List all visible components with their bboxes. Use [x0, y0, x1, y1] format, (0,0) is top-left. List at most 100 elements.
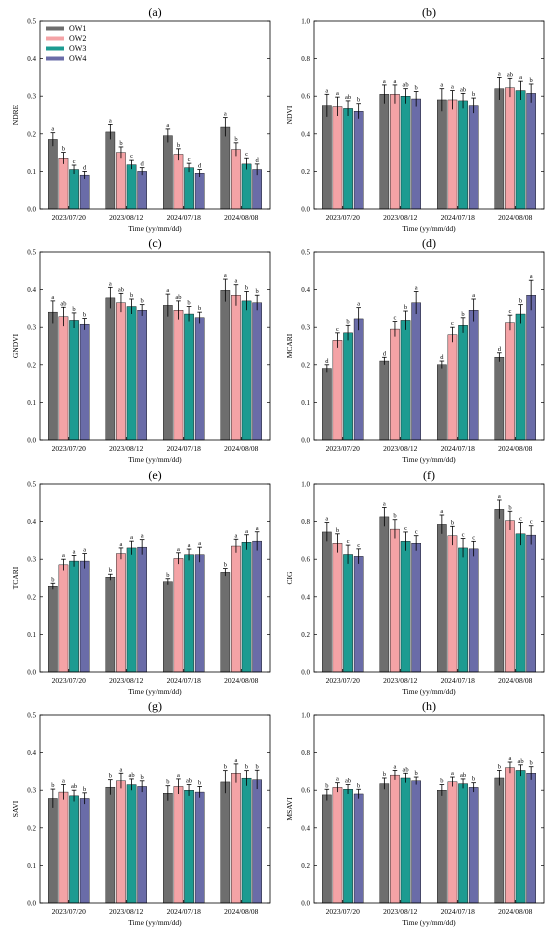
significance-label: b [234, 136, 237, 143]
significance-label: b [166, 572, 169, 579]
y-tick-label: 0.2 [301, 631, 310, 639]
bar-ow4 [526, 534, 536, 673]
significance-label: d [198, 163, 202, 170]
significance-label: b [336, 527, 339, 534]
significance-label: a [256, 525, 259, 532]
significance-label: b [83, 312, 86, 319]
bar-ow4 [411, 780, 421, 904]
significance-label: a [188, 542, 191, 549]
significance-label: a [451, 770, 454, 777]
bar-ow2 [231, 773, 241, 904]
y-tick-label: 1.0 [301, 712, 310, 720]
y-tick-label: 0.2 [27, 824, 36, 832]
bar-ow4 [353, 793, 364, 904]
significance-label: b [472, 91, 475, 98]
significance-label: d [383, 350, 387, 357]
significance-label: a [235, 757, 238, 764]
y-tick-label: 0.4 [27, 518, 36, 526]
bar-ow1 [322, 105, 332, 210]
significance-label: b [109, 567, 112, 574]
significance-label: b [198, 305, 201, 312]
bar-ow2 [116, 152, 126, 210]
bar-ow2 [116, 302, 126, 441]
significance-label: b [519, 298, 522, 305]
bar-ow3 [126, 547, 137, 673]
x-tick-label: 2024/07/18 [441, 444, 475, 453]
bar-ow1 [220, 290, 231, 441]
y-tick-label: 0.6 [301, 556, 310, 564]
x-tick-label: 2023/08/12 [109, 676, 143, 685]
significance-label: a [120, 541, 123, 548]
plot-frame [313, 251, 545, 441]
significance-label: ab [460, 772, 466, 779]
significance-label: a [415, 284, 418, 291]
bar-ow1 [105, 297, 116, 441]
significance-label: b [224, 562, 227, 569]
significance-label: c [394, 315, 397, 322]
bar-ow3 [343, 554, 353, 673]
significance-label: a [130, 534, 133, 541]
bar-ow3 [184, 790, 194, 904]
bar-ow4 [468, 548, 479, 673]
bar-ow2 [505, 87, 515, 210]
bar-ow2 [231, 545, 241, 673]
bar-ow2 [447, 781, 458, 904]
plot-frame [39, 251, 271, 441]
y-tick-label: 0.0 [27, 437, 36, 445]
bar-ow1 [220, 126, 231, 210]
y-tick-label: 0.0 [301, 669, 310, 677]
significance-label: b [187, 300, 190, 307]
bar-ow4 [252, 302, 262, 441]
significance-label: ab [402, 82, 408, 89]
bar-ow1 [437, 790, 447, 904]
y-axis-label: CIG [285, 571, 294, 585]
significance-label: a [141, 533, 144, 540]
significance-label: ab [345, 94, 351, 101]
significance-label: a [336, 90, 339, 97]
significance-label: b [72, 306, 75, 313]
significance-label: a [198, 540, 201, 547]
bar-ow2 [58, 564, 69, 673]
x-tick-label: 2023/08/12 [383, 907, 417, 916]
bar-ow1 [437, 99, 447, 210]
y-tick-label: 0.1 [301, 399, 310, 407]
bar-ow1 [322, 794, 332, 904]
significance-label: a [177, 772, 180, 779]
x-tick-label: 2023/07/20 [52, 907, 86, 916]
bar-ow2 [505, 322, 515, 441]
significance-label: a [383, 501, 386, 508]
panel-label: (b) [422, 5, 436, 19]
bar-ow1 [379, 94, 390, 210]
bar-ow2 [58, 158, 69, 210]
significance-label: d [83, 164, 87, 171]
bar-ow1 [48, 798, 58, 904]
bar-ow2 [447, 535, 458, 673]
bar-ow3 [343, 108, 353, 210]
significance-label: a [530, 273, 533, 280]
y-tick-label: 0.2 [27, 593, 36, 601]
bar-ow2 [505, 767, 515, 904]
bar-ow3 [400, 777, 411, 904]
bar-ow3 [458, 783, 468, 904]
significance-label: b [245, 284, 248, 291]
x-tick-label: 2023/08/12 [383, 444, 417, 453]
significance-label: c [530, 519, 533, 526]
panel-label: (h) [422, 699, 436, 713]
bar-ow4 [526, 93, 536, 210]
bar-ow4 [468, 105, 479, 210]
significance-label: d [325, 358, 329, 365]
bar-ow1 [437, 524, 447, 673]
y-axis-label: MSAVI [285, 797, 294, 821]
significance-label: a [383, 78, 386, 85]
y-tick-label: 0.0 [27, 900, 36, 908]
significance-label: b [177, 142, 180, 149]
significance-label: b [357, 97, 360, 104]
significance-label: a [440, 508, 443, 515]
x-tick-label: 2023/07/20 [52, 444, 86, 453]
significance-label: a [325, 87, 328, 94]
x-tick-label: 2023/07/20 [52, 213, 86, 222]
x-tick-label: 2024/08/08 [498, 444, 532, 453]
